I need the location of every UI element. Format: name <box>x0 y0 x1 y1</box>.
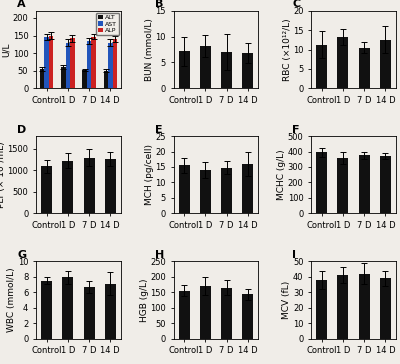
Bar <box>62 277 73 339</box>
Text: I: I <box>292 250 296 260</box>
Bar <box>179 51 190 88</box>
Text: A: A <box>17 0 26 9</box>
Bar <box>87 41 91 88</box>
Y-axis label: MCH (pg/cell): MCH (pg/cell) <box>145 144 154 205</box>
Bar <box>91 36 96 88</box>
Y-axis label: WBC (mmol/L): WBC (mmol/L) <box>8 268 16 332</box>
Bar <box>221 167 232 213</box>
Bar <box>242 164 253 213</box>
Bar <box>61 67 66 88</box>
Y-axis label: MCHC (g/L): MCHC (g/L) <box>277 149 286 200</box>
Y-axis label: RBC (×10¹²/L): RBC (×10¹²/L) <box>282 18 292 81</box>
Y-axis label: PLT (× 10⁹/mL): PLT (× 10⁹/mL) <box>0 141 6 208</box>
Bar <box>41 281 52 339</box>
Bar <box>316 45 327 88</box>
Bar <box>49 36 53 88</box>
Legend: ALT, AST, ALP: ALT, AST, ALP <box>96 13 119 35</box>
Bar <box>359 48 370 88</box>
Bar <box>40 69 44 88</box>
Text: C: C <box>292 0 300 9</box>
Bar <box>338 158 348 213</box>
Bar <box>104 71 108 88</box>
Bar <box>112 39 117 88</box>
Text: H: H <box>155 250 164 260</box>
Bar <box>338 37 348 88</box>
Bar <box>221 52 232 88</box>
Bar <box>359 274 370 339</box>
Bar <box>108 43 112 88</box>
Bar <box>338 275 348 339</box>
Bar <box>200 170 211 213</box>
Bar <box>105 159 116 213</box>
Text: E: E <box>155 124 162 135</box>
Bar <box>380 156 391 213</box>
Y-axis label: MCV (fL): MCV (fL) <box>282 281 292 319</box>
Text: F: F <box>292 124 300 135</box>
Bar <box>62 161 73 213</box>
Bar <box>84 287 94 339</box>
Bar <box>380 278 391 339</box>
Bar <box>179 166 190 213</box>
Bar <box>41 166 52 213</box>
Bar <box>316 280 327 339</box>
Bar <box>242 294 253 339</box>
Bar <box>242 53 253 88</box>
Bar <box>70 38 74 88</box>
Bar <box>82 70 87 88</box>
Bar <box>105 284 116 339</box>
Text: D: D <box>17 124 26 135</box>
Text: G: G <box>17 250 26 260</box>
Bar <box>66 43 70 88</box>
Bar <box>200 46 211 88</box>
Text: B: B <box>155 0 163 9</box>
Y-axis label: BUN (mmol/L): BUN (mmol/L) <box>145 18 154 81</box>
Bar <box>200 286 211 339</box>
Bar <box>316 152 327 213</box>
Bar <box>179 290 190 339</box>
Bar <box>84 158 94 213</box>
Bar <box>44 37 49 88</box>
Bar <box>221 288 232 339</box>
Bar <box>359 155 370 213</box>
Y-axis label: HGB (g/L): HGB (g/L) <box>140 278 149 322</box>
Y-axis label: U/L: U/L <box>2 42 11 57</box>
Bar <box>380 40 391 88</box>
